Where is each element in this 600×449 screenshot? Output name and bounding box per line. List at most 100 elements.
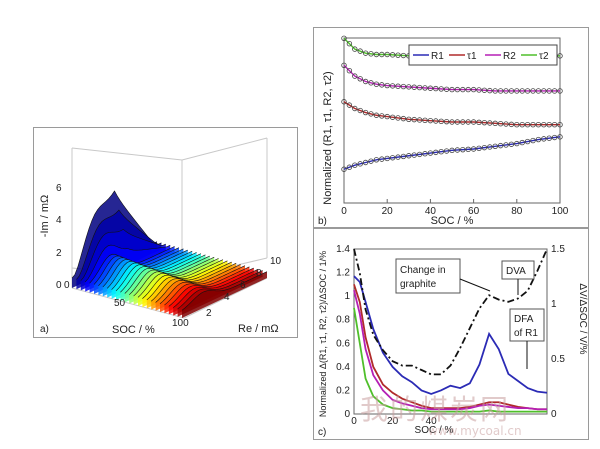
annotation-arrow: [459, 278, 491, 292]
data-point: [352, 162, 358, 168]
series-line: [343, 64, 560, 92]
z-tick: 4: [56, 215, 62, 226]
data-point: [395, 154, 401, 160]
annotation-graphite: Change in graphite: [395, 258, 491, 294]
surface-line: [84, 244, 171, 283]
z-tick: 0: [56, 280, 62, 291]
data-point: [427, 85, 434, 91]
data-point: [411, 84, 417, 90]
data-point: [492, 120, 498, 127]
data-point: [524, 88, 531, 94]
surface-line: [155, 264, 241, 303]
data-point: [389, 52, 396, 58]
data-point: [470, 146, 477, 152]
data-point: [476, 119, 482, 126]
data-point: [487, 144, 493, 150]
data-point: [449, 147, 455, 154]
annotation-text: DFA: [514, 314, 534, 325]
panel-label: b): [318, 216, 327, 227]
data-point: [530, 121, 536, 128]
x-tick-label: 0: [351, 416, 357, 427]
annotation-dfa: DFA of R1: [509, 308, 545, 369]
y-tick: 8: [256, 268, 262, 279]
data-point: [422, 117, 428, 124]
watermark-logo-text: 我的煤炭网: [360, 393, 511, 426]
y-tick: 2: [206, 308, 212, 319]
data-point: [492, 88, 498, 94]
data-point: [416, 151, 423, 158]
series-group: [353, 248, 548, 413]
data-point: [395, 52, 401, 58]
data-point: [357, 161, 363, 167]
data-point: [557, 88, 563, 94]
data-point: [546, 135, 552, 141]
data-point: [524, 138, 531, 145]
data-point: [519, 88, 525, 94]
data-point: [449, 119, 455, 125]
data-point: [346, 164, 353, 170]
data-point: [481, 144, 488, 151]
data-point: [460, 86, 466, 93]
data-point: [438, 118, 444, 125]
parameters-plot: 0 20 40 60 80 100 SOC / % Normalized (R1, τ1,…: [318, 35, 569, 227]
data-point: [443, 148, 450, 154]
legend: R1 τ1 R2 τ2: [408, 44, 558, 66]
data-point: [357, 76, 363, 82]
data-point: [443, 86, 450, 92]
annotation-dva: DVA: [501, 260, 535, 295]
x-axis-ticks: 0 20 40 60 80 100: [341, 199, 569, 217]
x-tick: 0: [64, 280, 70, 291]
x-tick-label: 0: [341, 206, 347, 217]
z-axis-label: -Im / mΩ: [39, 195, 51, 237]
surface-line: [133, 258, 219, 297]
data-point: [379, 113, 385, 119]
data-point: [535, 121, 542, 128]
data-point: [454, 86, 461, 93]
data-point: [352, 105, 358, 112]
data-point: [406, 153, 412, 159]
data-point: [460, 119, 466, 125]
surface-line: [142, 260, 228, 299]
data-point: [557, 134, 563, 140]
data-point: [389, 114, 396, 120]
data-point: [535, 136, 542, 143]
z-axis-ticks: 0 2 4 6: [56, 183, 62, 291]
surface-line: [128, 256, 215, 296]
surface-strip: [182, 271, 267, 318]
data-point: [514, 140, 520, 147]
x-tick-label: 60: [468, 206, 480, 217]
data-point: [362, 50, 369, 56]
panel-b-line-chart: 0 20 40 60 80 100 SOC / % Normalized (R1, τ1,…: [313, 27, 589, 228]
legend-box: [408, 44, 558, 66]
data-point: [503, 142, 509, 148]
data-point: [546, 88, 552, 94]
data-point: [519, 139, 525, 146]
data-point: [530, 137, 536, 144]
series-line: [353, 284, 547, 411]
data-point: [476, 87, 482, 93]
data-point: [416, 84, 423, 91]
data-point: [460, 146, 466, 153]
panel-a-surface-chart: 0 2 4 6 -Im / mΩ 0 50 100 SOC / % 2 4 6 …: [33, 127, 298, 338]
data-point: [368, 51, 374, 57]
surface-mesh: [71, 190, 268, 318]
derivative-plot: 0 0.2 0.4 0.6 0.8 1 1.2 1.4 0 0.5 1 1.5 0 20 40 SOC …: [318, 244, 588, 438]
data-point: [346, 68, 353, 74]
x-tick-label: 80: [511, 206, 523, 217]
data-point: [470, 119, 477, 125]
surface-line: [137, 259, 224, 298]
y-tick-label: 0.4: [336, 362, 350, 373]
x-axis-label: SOC / %: [415, 425, 454, 436]
y-tick-label: 0: [344, 409, 350, 420]
x-tick-label: 20: [382, 206, 394, 217]
y-axis-ticks: 2 4 6 8 10: [206, 256, 282, 319]
z-tick: 2: [56, 248, 62, 259]
data-point: [503, 121, 509, 127]
data-point: [514, 88, 520, 94]
y2-tick-label: 0: [551, 409, 557, 420]
data-point: [433, 149, 439, 156]
data-point: [357, 48, 363, 54]
annotation-text: of R1: [514, 328, 538, 339]
data-point: [373, 112, 380, 118]
series-line: [353, 307, 547, 413]
